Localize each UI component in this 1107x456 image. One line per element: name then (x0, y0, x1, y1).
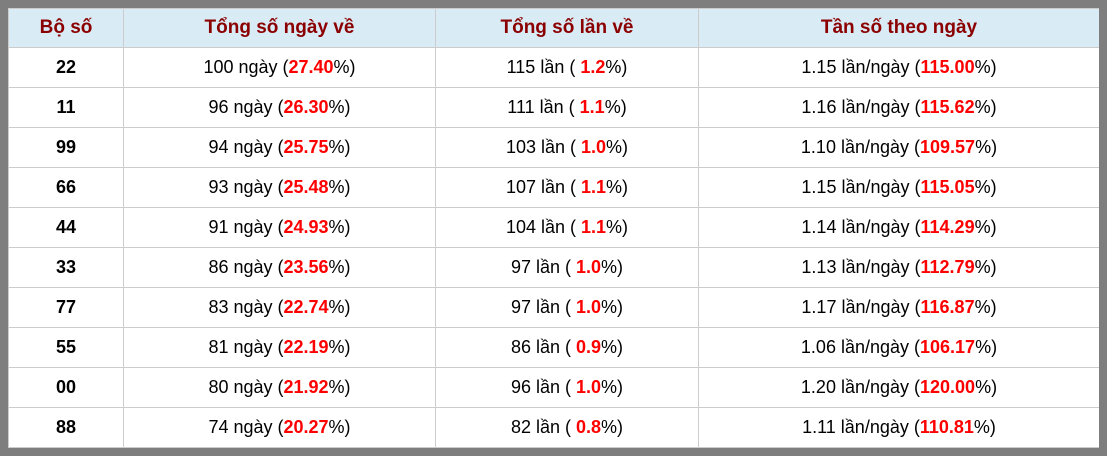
cell-times: 97 lần ( 1.0%) (435, 287, 699, 328)
cell-times: 96 lần ( 1.0%) (435, 367, 699, 408)
cell-times: 107 lần ( 1.1%) (435, 167, 699, 208)
table-row: 66 93 ngày (25.48%) 107 lần ( 1.1%) 1.15 lầ… (8, 167, 1099, 208)
percent-value: 27.40 (288, 57, 334, 77)
percent-value: 115.00 (920, 57, 975, 77)
table-row: 55 81 ngày (22.19%) 86 lần ( 0.9%) 1.06 lần… (8, 327, 1099, 368)
percent-value: 25.48 (283, 177, 329, 197)
cell-times: 111 lần ( 1.1%) (435, 87, 699, 128)
percent-value: 116.87 (920, 297, 975, 317)
cell-times: 97 lần ( 1.0%) (435, 247, 699, 288)
cell-freq: 1.17 lần/ngày (116.87%) (698, 287, 1099, 328)
cell-times: 103 lần ( 1.0%) (435, 127, 699, 168)
table-row: 99 94 ngày (25.75%) 103 lần ( 1.0%) 1.10 lầ… (8, 127, 1099, 168)
col-header-pair: Bộ số (8, 8, 124, 48)
cell-times: 86 lần ( 0.9%) (435, 327, 699, 368)
table-row: 22 100 ngày (27.40%) 115 lần ( 1.2%) 1.15 l… (8, 47, 1099, 88)
table-row: 33 86 ngày (23.56%) 97 lần ( 1.0%) 1.13 lần… (8, 247, 1099, 288)
percent-value: 106.17 (920, 337, 976, 357)
cell-pair: 77 (8, 287, 124, 328)
percent-value: 21.92 (283, 377, 329, 397)
col-header-freq: Tần số theo ngày (698, 8, 1099, 48)
cell-days: 91 ngày (24.93%) (123, 207, 436, 248)
cell-freq: 1.10 lần/ngày (109.57%) (698, 127, 1099, 168)
cell-days: 100 ngày (27.40%) (123, 47, 436, 88)
header-row: Bộ số Tổng số ngày về Tổng số lần về Tần… (8, 8, 1099, 48)
percent-value: 1.0 (576, 377, 602, 397)
cell-days: 80 ngày (21.92%) (123, 367, 436, 408)
cell-pair: 00 (8, 367, 124, 408)
percent-value: 114.29 (920, 217, 975, 237)
percent-value: 0.8 (576, 417, 602, 437)
cell-freq: 1.16 lần/ngày (115.62%) (698, 87, 1099, 128)
cell-days: 81 ngày (22.19%) (123, 327, 436, 368)
cell-freq: 1.13 lần/ngày (112.79%) (698, 247, 1099, 288)
cell-freq: 1.14 lần/ngày (114.29%) (698, 207, 1099, 248)
percent-value: 22.74 (283, 297, 329, 317)
percent-value: 115.05 (920, 177, 975, 197)
table-header: Bộ số Tổng số ngày về Tổng số lần về Tần… (8, 8, 1099, 48)
cell-days: 94 ngày (25.75%) (123, 127, 436, 168)
col-header-times: Tổng số lần về (435, 8, 699, 48)
percent-value: 110.81 (919, 417, 974, 437)
lottery-stats-table: Bộ số Tổng số ngày về Tổng số lần về Tần… (8, 8, 1099, 448)
cell-freq: 1.20 lần/ngày (120.00%) (698, 367, 1099, 408)
table-row: 11 96 ngày (26.30%) 111 lần ( 1.1%) 1.16 lầ… (8, 87, 1099, 128)
cell-days: 83 ngày (22.74%) (123, 287, 436, 328)
percent-value: 1.0 (576, 257, 602, 277)
percent-value: 22.19 (283, 337, 329, 357)
cell-freq: 1.15 lần/ngày (115.05%) (698, 167, 1099, 208)
cell-pair: 66 (8, 167, 124, 208)
percent-value: 115.62 (920, 97, 975, 117)
percent-value: 109.57 (920, 137, 976, 157)
percent-value: 1.0 (581, 137, 607, 157)
cell-days: 96 ngày (26.30%) (123, 87, 436, 128)
cell-days: 86 ngày (23.56%) (123, 247, 436, 288)
percent-value: 1.2 (580, 57, 606, 77)
cell-freq: 1.11 lần/ngày (110.81%) (698, 407, 1099, 448)
cell-pair: 11 (8, 87, 124, 128)
percent-value: 1.1 (579, 97, 605, 117)
cell-pair: 44 (8, 207, 124, 248)
cell-pair: 99 (8, 127, 124, 168)
percent-value: 0.9 (576, 337, 602, 357)
cell-pair: 22 (8, 47, 124, 88)
table-row: 77 83 ngày (22.74%) 97 lần ( 1.0%) 1.17 lần… (8, 287, 1099, 328)
percent-value: 1.1 (581, 217, 607, 237)
percent-value: 1.1 (581, 177, 607, 197)
percent-value: 1.0 (576, 297, 602, 317)
cell-freq: 1.06 lần/ngày (106.17%) (698, 327, 1099, 368)
percent-value: 24.93 (283, 217, 329, 237)
table-row: 00 80 ngày (21.92%) 96 lần ( 1.0%) 1.20 lần… (8, 367, 1099, 408)
percent-value: 26.30 (283, 97, 329, 117)
table-body: 22 100 ngày (27.40%) 115 lần ( 1.2%) 1.15 l… (8, 47, 1099, 448)
cell-days: 93 ngày (25.48%) (123, 167, 436, 208)
cell-freq: 1.15 lần/ngày (115.00%) (698, 47, 1099, 88)
cell-pair: 33 (8, 247, 124, 288)
percent-value: 20.27 (283, 417, 329, 437)
table-row: 44 91 ngày (24.93%) 104 lần ( 1.1%) 1.14 lầ… (8, 207, 1099, 248)
percent-value: 23.56 (283, 257, 329, 277)
cell-days: 74 ngày (20.27%) (123, 407, 436, 448)
percent-value: 25.75 (283, 137, 329, 157)
cell-times: 115 lần ( 1.2%) (435, 47, 699, 88)
cell-pair: 88 (8, 407, 124, 448)
cell-pair: 55 (8, 327, 124, 368)
cell-times: 82 lần ( 0.8%) (435, 407, 699, 448)
cell-times: 104 lần ( 1.1%) (435, 207, 699, 248)
percent-value: 112.79 (920, 257, 975, 277)
percent-value: 120.00 (920, 377, 976, 397)
table-row: 88 74 ngày (20.27%) 82 lần ( 0.8%) 1.11 lần… (8, 407, 1099, 448)
col-header-days: Tổng số ngày về (123, 8, 436, 48)
